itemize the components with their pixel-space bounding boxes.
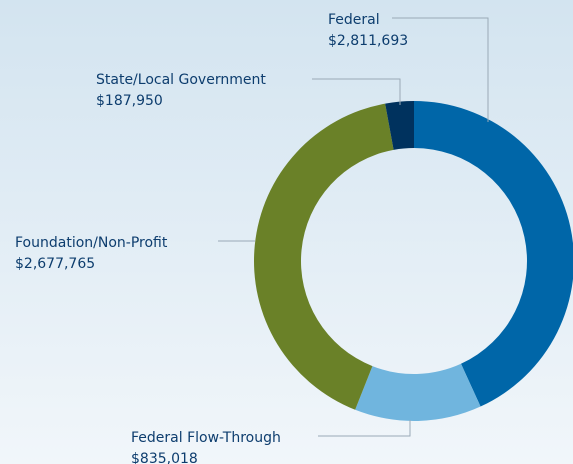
donut-segment — [414, 101, 573, 407]
value-label: $2,811,693 — [328, 33, 408, 49]
donut-segment — [355, 363, 481, 421]
donut-segment — [254, 103, 394, 410]
category-label: Federal Flow-Through — [131, 430, 281, 446]
category-label: Federal — [328, 12, 380, 28]
leader-line — [312, 78, 401, 105]
value-label: $835,018 — [131, 451, 198, 464]
category-label: State/Local Government — [96, 72, 266, 88]
value-label: $2,677,765 — [15, 256, 95, 272]
value-label: $187,950 — [96, 93, 163, 109]
leader-line — [318, 420, 411, 437]
category-label: Foundation/Non-Profit — [15, 235, 168, 251]
donut-segment — [385, 101, 414, 150]
leader-line — [392, 17, 489, 122]
